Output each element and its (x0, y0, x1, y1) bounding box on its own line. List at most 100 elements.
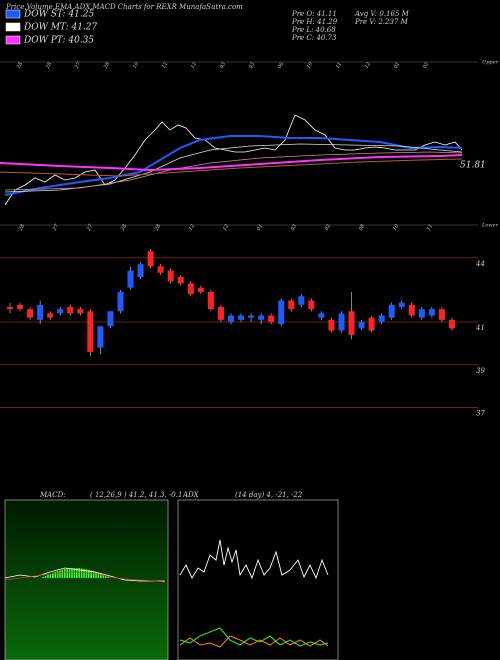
signal-line (4, 571, 166, 583)
macd-bar (78, 568, 80, 578)
candle-body (67, 306, 74, 314)
candle-body (258, 315, 265, 320)
candle-body (288, 300, 295, 310)
date-label: 12 (188, 223, 196, 232)
candle-body (238, 315, 245, 320)
legend-label: DOW ST: 41.25 (23, 10, 94, 20)
macd-bar (44, 575, 47, 578)
info-item: Avg V: 0.165 M (354, 10, 410, 18)
candle-body (388, 304, 395, 318)
di-plus (179, 627, 329, 647)
macd-bar (56, 571, 59, 578)
upper-note: Upper (482, 60, 499, 66)
date-label: 10 (392, 223, 401, 232)
date-label: 01 (393, 61, 401, 70)
date-label: 02 (422, 61, 430, 70)
candle-body (227, 315, 234, 322)
candle-body (338, 313, 345, 331)
macd-bar (102, 574, 104, 578)
macd-bar (42, 576, 44, 578)
candle-body (17, 304, 24, 310)
date-label: 10 (306, 61, 315, 70)
candle-body (378, 315, 385, 322)
macd-bar (90, 570, 92, 578)
macd-histogram (42, 568, 109, 578)
price-line (4, 114, 463, 206)
macd-bar (100, 573, 102, 578)
legend-swatch (5, 9, 21, 19)
candle-body (97, 326, 104, 348)
candle-body (448, 319, 455, 329)
ema-pt (0, 154, 463, 172)
legend-label: DOW PT: 40.35 (23, 36, 94, 46)
macd-bar (104, 575, 107, 578)
adx-params: (14 day) 4, -21, -22 (235, 491, 303, 499)
macd-bar (97, 572, 100, 578)
candle-body (87, 311, 94, 352)
legend-label: DOW MT: 41.27 (23, 23, 98, 33)
date-label: 11 (426, 223, 434, 232)
ema-long (4, 151, 463, 191)
macd-bar (71, 568, 73, 578)
macd-title: MACD: (39, 491, 66, 499)
price-label: 44 (475, 260, 485, 268)
candle-body (117, 291, 124, 312)
candle-body (137, 264, 144, 278)
candle-body (127, 270, 134, 288)
macd-bar (92, 571, 95, 578)
date-label: 08 (358, 223, 366, 232)
candle-body (217, 306, 224, 320)
date-label: 27 (51, 223, 60, 233)
date-label: 02 (324, 223, 332, 232)
date-label: 10 (132, 61, 141, 70)
legend-swatch (5, 22, 21, 32)
date-label: 01 (256, 223, 264, 232)
candle-body (248, 315, 255, 318)
macd-params: ( 12,26,9 ) 41.2, 41.3, -0.1 (90, 491, 182, 499)
macd-bar (68, 568, 71, 578)
candle-body (268, 315, 275, 322)
ema-short (4, 135, 463, 196)
date-label: 28 (15, 61, 24, 70)
last-label: 51.81 (460, 161, 486, 171)
price-label: 41 (475, 324, 485, 332)
macd-bar (64, 569, 66, 578)
candle-body (177, 277, 184, 284)
macd-bar (73, 568, 76, 578)
ema-extra (0, 158, 463, 177)
legend-swatch (5, 35, 21, 45)
candle-body (147, 251, 154, 267)
macd-bar (83, 568, 85, 578)
date-label: 11 (335, 61, 343, 70)
candle-body (408, 304, 415, 316)
candle-body (348, 311, 355, 335)
candle-body (157, 266, 164, 273)
date-label: 12 (364, 61, 372, 70)
candle-panel: 44 41 39 37 (0, 249, 485, 418)
title: Price,Volume,EMA,ADX,MACD Charts for REX… (5, 3, 243, 11)
macd-bar (66, 568, 68, 578)
date-label: 12 (222, 223, 230, 232)
candle-body (197, 287, 204, 292)
candle-body (77, 309, 84, 314)
candle-body (438, 309, 445, 320)
candle-body (187, 283, 194, 295)
macd-bar (76, 568, 78, 578)
candle-body (428, 309, 435, 316)
di-minus (179, 635, 329, 648)
lower-note: Lower (481, 223, 499, 229)
candle-body (7, 306, 13, 310)
candle-body (207, 291, 214, 310)
date-label: 27 (73, 61, 82, 71)
candle-body (278, 300, 285, 325)
macd-bar (85, 569, 88, 578)
candle-body (298, 296, 305, 305)
candle-body (47, 313, 54, 318)
info-item: Pre O: 41.11 (291, 10, 337, 18)
candle-body (398, 302, 405, 307)
date-label: 28 (153, 223, 162, 232)
macd-bar (80, 568, 83, 578)
macd-bar (95, 571, 97, 578)
candle-body (308, 300, 315, 310)
